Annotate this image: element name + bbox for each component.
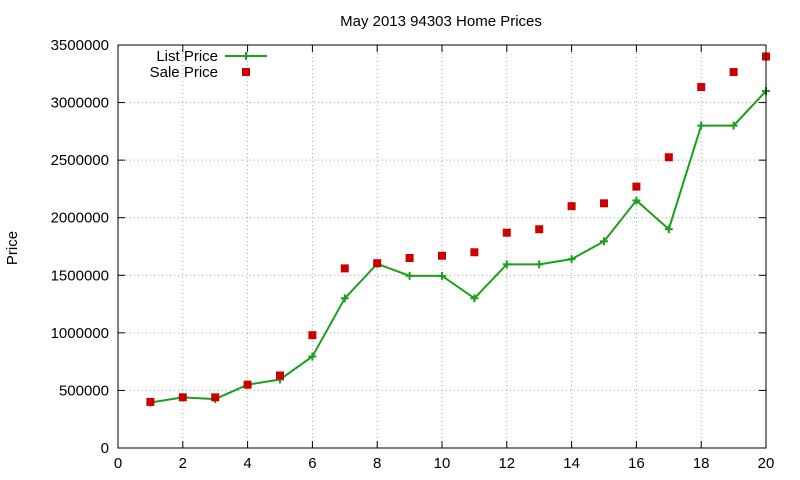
list-price-point xyxy=(632,196,641,205)
sale-price-point xyxy=(146,397,155,406)
series-sale-price xyxy=(146,52,770,406)
y-tick-label: 0 xyxy=(101,440,109,457)
list-price-point xyxy=(502,260,511,269)
x-tick-label: 8 xyxy=(373,455,381,472)
list-price-point xyxy=(729,121,738,130)
y-tick-label: 3500000 xyxy=(51,37,109,54)
sale-price-point xyxy=(535,225,544,234)
sale-price-point xyxy=(729,68,738,77)
y-tick-label: 1500000 xyxy=(51,267,109,284)
y-tick-label: 1000000 xyxy=(51,325,109,342)
x-tick-label: 12 xyxy=(498,455,515,472)
plot-frame xyxy=(117,44,767,449)
y-tick-label: 3000000 xyxy=(51,95,109,112)
sale-price-point xyxy=(340,264,349,273)
x-tick-label: 20 xyxy=(758,455,775,472)
list-price-point xyxy=(600,237,608,246)
x-tick-label: 6 xyxy=(308,455,316,472)
y-tick-label: 500000 xyxy=(59,382,109,399)
x-tick-label: 4 xyxy=(243,455,251,472)
legend-label: List Price xyxy=(156,48,218,65)
legend-label: Sale Price xyxy=(150,64,218,81)
sale-price-point xyxy=(308,331,317,340)
sale-price-point xyxy=(697,83,706,92)
list-price-point xyxy=(308,352,317,361)
sale-price-point xyxy=(567,202,576,211)
x-tick-label: 14 xyxy=(563,455,580,472)
sale-price-point xyxy=(502,228,511,237)
x-tick-label: 16 xyxy=(628,455,645,472)
list-price-point xyxy=(438,271,446,280)
sale-price-point xyxy=(211,393,220,402)
x-tick-label: 2 xyxy=(179,455,187,472)
list-price-point xyxy=(664,225,673,234)
list-price-line xyxy=(150,90,767,404)
chart-title: May 2013 94303 Home Prices xyxy=(340,13,542,30)
list-price-point xyxy=(535,260,544,269)
series-list-price xyxy=(146,87,770,407)
x-tick-label: 10 xyxy=(434,455,451,472)
list-price-point xyxy=(340,294,349,303)
list-price-point xyxy=(567,255,576,264)
sale-price-point xyxy=(178,393,187,402)
sale-price-point xyxy=(276,371,284,380)
legend-plus-swatch xyxy=(242,52,250,60)
sale-price-point xyxy=(664,153,673,162)
y-tick-label: 2000000 xyxy=(51,210,109,227)
list-price-point xyxy=(697,121,706,130)
sale-price-point xyxy=(438,251,446,260)
x-tick-label: 18 xyxy=(693,455,710,472)
x-tick-label: 0 xyxy=(114,455,122,472)
sale-price-point xyxy=(632,182,641,191)
sale-price-point xyxy=(373,259,382,268)
list-price-point xyxy=(470,294,479,303)
grid xyxy=(118,45,766,448)
sale-price-point xyxy=(600,199,608,208)
sale-price-point xyxy=(470,248,479,257)
y-tick-label: 2500000 xyxy=(51,152,109,169)
y-axis-label: Price xyxy=(4,231,21,265)
list-price-point xyxy=(405,271,414,280)
legend-square-swatch xyxy=(242,68,250,76)
axis-ticks: 0 2 4 6 8 10 12 14 16 18 20 0 500000 1000000 1500000 20… xyxy=(51,37,775,472)
series-layer xyxy=(146,52,770,407)
sale-price-point xyxy=(405,254,414,263)
sale-price-point xyxy=(243,380,252,389)
